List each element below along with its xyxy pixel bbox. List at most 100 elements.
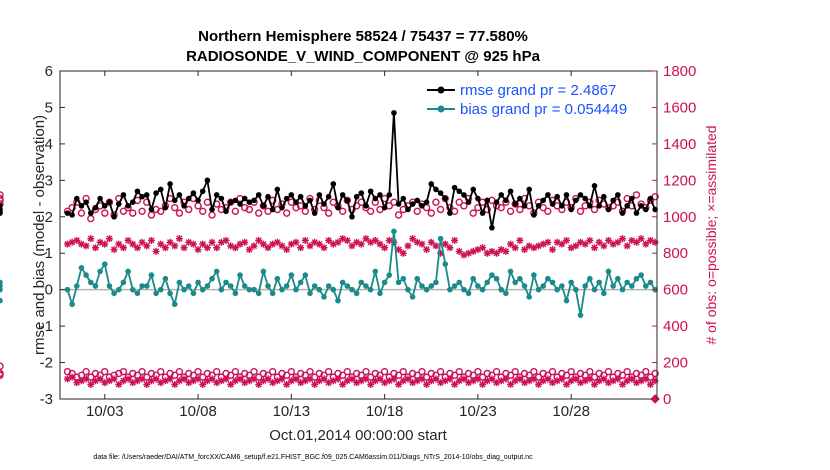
y2-tick-label: 1800: [663, 63, 696, 80]
rmse-point: [213, 192, 220, 198]
obs-assimilated-marker: [507, 240, 515, 248]
obs-assimilated-marker: [264, 375, 272, 383]
obs-assimilated-marker: [465, 249, 473, 257]
rmse-point: [647, 195, 654, 202]
bias-point: [503, 290, 509, 297]
bias-point: [237, 272, 243, 278]
obs-assimilated-marker: [87, 235, 95, 243]
rmse-point: [237, 201, 243, 207]
obs-assimilated-marker: [143, 380, 151, 388]
rmse-point: [512, 201, 519, 207]
bias-point: [442, 261, 449, 267]
obs-possible-marker: [138, 367, 146, 376]
obs-assimilated-marker: [115, 240, 123, 248]
rmse-point: [288, 192, 295, 198]
obs-assimilated-marker: [222, 236, 230, 244]
bias-point: [185, 283, 192, 289]
y-tick-label: -2: [40, 355, 53, 372]
rmse-point: [414, 197, 421, 204]
obs-assimilated-marker: [516, 236, 524, 244]
rmse-point: [447, 210, 453, 216]
obs-possible-marker: [576, 207, 585, 216]
bias-point: [479, 286, 486, 293]
rmse-point: [283, 195, 290, 202]
bias-point: [73, 283, 80, 289]
legend-rmse-marker: [437, 86, 445, 94]
rmse-point: [83, 199, 89, 205]
bias-point: [512, 279, 519, 286]
rmse-point: [0, 208, 3, 215]
bias-point: [582, 283, 588, 289]
obs-assimilated-marker: [203, 244, 211, 252]
obs-possible-marker: [362, 367, 370, 376]
bias-point: [204, 283, 211, 289]
rmse-point: [456, 188, 463, 195]
rmse-point: [293, 199, 299, 205]
y-axis-label: rmse and bias (model - observation): [31, 115, 48, 355]
obs-possible-marker: [413, 207, 421, 216]
obs-assimilated-marker: [353, 379, 361, 387]
obs-assimilated-marker: [236, 240, 244, 248]
bias-point: [87, 279, 94, 286]
obs-assimilated-marker: [455, 247, 463, 255]
rmse-point: [633, 210, 640, 216]
rmse-point: [535, 203, 542, 209]
bias-point: [629, 283, 635, 289]
obs-assimilated-marker: [460, 251, 468, 259]
bias-point: [507, 268, 514, 275]
y-tick-label: 5: [45, 99, 53, 116]
y2-tick-label: 1600: [663, 99, 696, 116]
obs-possible-marker: [394, 371, 403, 380]
obs-assimilated-marker: [409, 235, 417, 243]
bias-point: [433, 279, 439, 286]
obs-assimilated-marker: [553, 377, 561, 385]
obs-assimilated-marker: [493, 249, 501, 257]
obs-assimilated-marker: [91, 244, 99, 252]
obs-possible-marker: [380, 367, 389, 376]
y2-axis-label: # of obs: o=possible; ×=assimilated: [703, 125, 719, 344]
obs-assimilated-marker: [217, 238, 225, 246]
rmse-point: [521, 203, 528, 209]
rmse-point: [190, 190, 197, 196]
obs-assimilated-marker: [68, 238, 76, 246]
obs-possible-marker: [199, 207, 207, 216]
obs-assimilated-marker: [623, 242, 631, 250]
obs-assimilated-marker: [301, 236, 309, 244]
obs-possible-marker: [460, 202, 468, 210]
obs-possible-marker: [586, 367, 594, 376]
y-tick-label: 6: [45, 63, 53, 80]
obs-assimilated-marker: [404, 242, 412, 250]
rmse-point: [78, 203, 85, 209]
obs-possible-marker: [250, 367, 258, 376]
obs-assimilated-marker: [77, 377, 85, 385]
obs-assimilated-marker: [413, 377, 421, 385]
obs-assimilated-marker: [563, 380, 571, 388]
rmse-point: [381, 204, 388, 211]
obs-assimilated-marker: [385, 236, 393, 244]
rmse-point: [64, 210, 71, 216]
obs-assimilated-marker: [465, 379, 473, 387]
bias-point: [568, 279, 574, 286]
obs-assimilated-marker: [152, 247, 160, 255]
plot-area: [60, 71, 657, 399]
rmse-point: [591, 183, 598, 189]
obs-assimilated-marker: [133, 244, 141, 252]
obs-assimilated-marker: [185, 379, 193, 387]
obs-assimilated-marker: [586, 375, 594, 383]
obs-assimilated-marker: [488, 375, 496, 383]
obs-assimilated-marker: [73, 236, 81, 244]
rmse-point: [437, 190, 444, 196]
obs-assimilated-marker: [255, 236, 263, 244]
bias-point: [115, 286, 122, 293]
rmse-point: [92, 204, 99, 211]
bias-point: [493, 275, 500, 282]
obs-assimilated-marker: [381, 244, 389, 252]
obs-possible-marker: [506, 207, 515, 216]
rmse-point: [638, 203, 644, 209]
obs-assimilated-marker: [432, 242, 440, 250]
obs-assimilated-marker: [642, 375, 650, 383]
rmse-point: [325, 193, 332, 200]
rmse-point: [73, 195, 80, 202]
obs-assimilated-marker: [651, 238, 659, 246]
obs-assimilated-marker: [535, 242, 543, 250]
